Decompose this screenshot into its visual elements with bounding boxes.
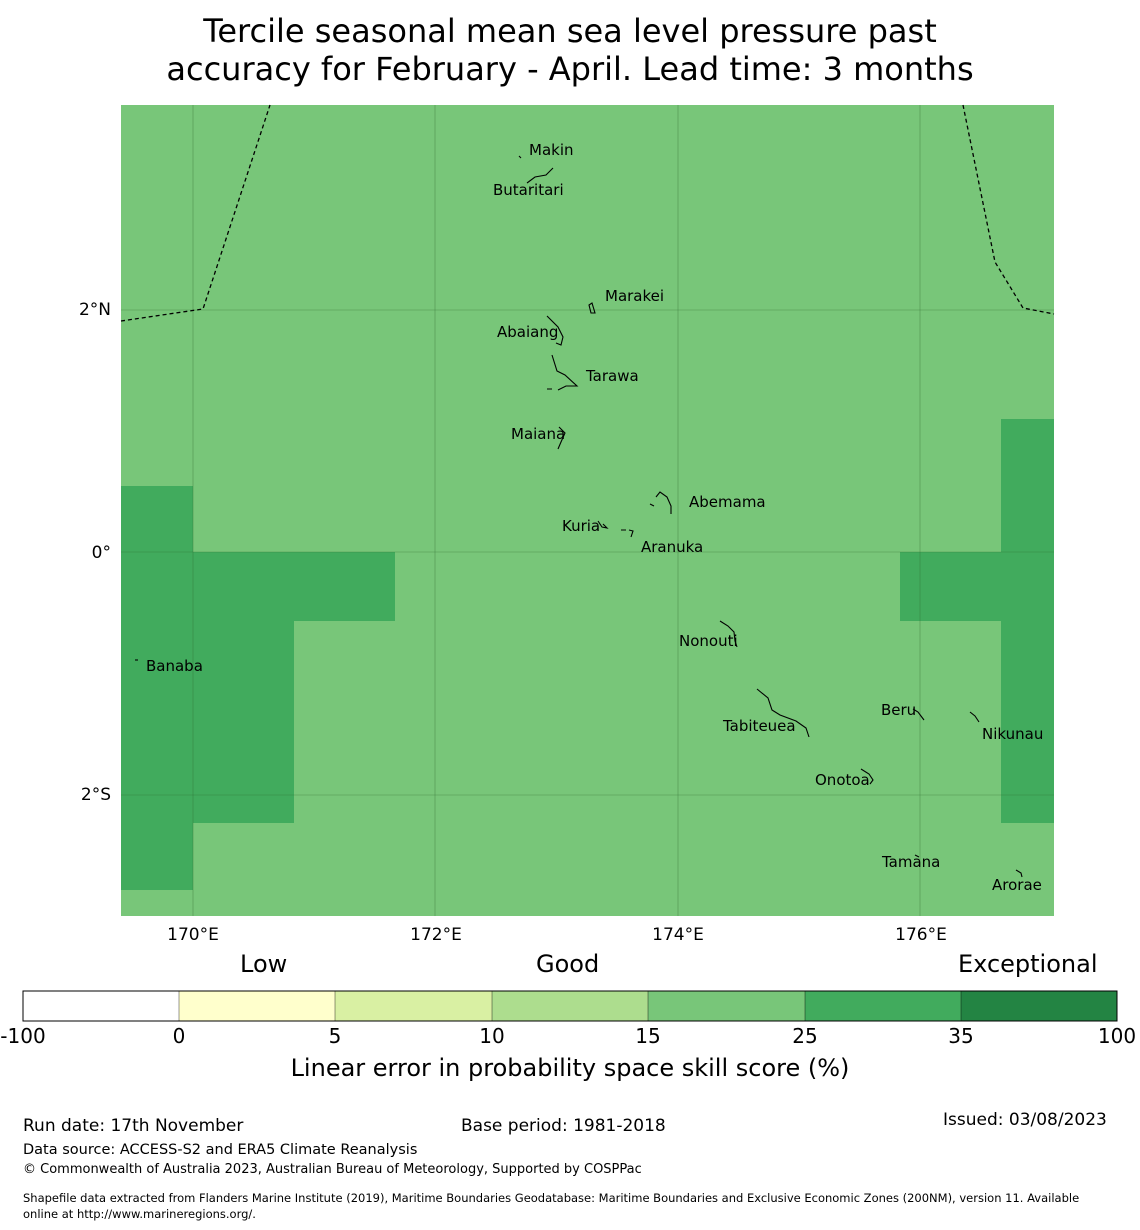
x-tick-label: 174°E bbox=[652, 925, 704, 945]
eez-boundary-west bbox=[120, 104, 271, 322]
island-label: Tamana bbox=[881, 853, 940, 871]
title-line-2: accuracy for February - April. Lead time… bbox=[166, 50, 974, 88]
colorbar-segment-5 bbox=[648, 991, 805, 1021]
y-tick-label: 2°S bbox=[81, 785, 111, 805]
high-skill-east-band bbox=[900, 552, 1001, 621]
island-label: Banaba bbox=[146, 657, 203, 675]
y-tick-label: 0° bbox=[92, 543, 111, 563]
chart-title: Tercile seasonal mean sea level pressure… bbox=[0, 12, 1140, 88]
tarawa-outline bbox=[547, 354, 579, 391]
colorbar-segment-2 bbox=[179, 991, 335, 1021]
issued-date: Issued: 03/08/2023 bbox=[943, 1110, 1107, 1130]
colorbar-segment-4 bbox=[492, 991, 648, 1021]
colorbar-segment-1 bbox=[23, 991, 179, 1021]
island-label: Arorae bbox=[992, 876, 1042, 894]
aranuka-outline bbox=[621, 529, 634, 538]
island-outlines bbox=[135, 155, 1023, 878]
beru-outline bbox=[912, 708, 925, 721]
high-skill-west-block bbox=[193, 552, 294, 823]
data-source: Data source: ACCESS-S2 and ERA5 Climate … bbox=[23, 1142, 418, 1158]
island-label: Nonouti bbox=[679, 632, 738, 650]
high-skill-west-band bbox=[294, 552, 395, 621]
colorbar-tick: 25 bbox=[792, 1024, 818, 1048]
colorbar-frame bbox=[22, 990, 1118, 1022]
island-label: Aranuka bbox=[641, 538, 703, 556]
nikunau-outline bbox=[969, 711, 980, 723]
abemama-outline bbox=[649, 491, 672, 514]
island-label: Marakei bbox=[605, 287, 664, 305]
colorbar-tick: 5 bbox=[328, 1024, 342, 1048]
colorbar-tick: 100 bbox=[1097, 1024, 1137, 1048]
copyright: © Commonwealth of Australia 2023, Austra… bbox=[23, 1162, 642, 1177]
shapefile-credit-line-2: online at http://www.marineregions.org/. bbox=[23, 1207, 256, 1221]
high-skill-regions bbox=[121, 419, 1054, 890]
x-tick-label: 176°E bbox=[895, 925, 947, 945]
colorbar-tick: 15 bbox=[635, 1024, 661, 1048]
eez-boundary-east bbox=[962, 104, 1055, 315]
island-label: Tarawa bbox=[585, 367, 639, 385]
high-skill-east-strip bbox=[1001, 419, 1054, 823]
island-label: Butaritari bbox=[493, 181, 564, 199]
run-date: Run date: 17th November bbox=[23, 1116, 244, 1136]
colorbar-tick: 0 bbox=[172, 1024, 186, 1048]
tamana-outline bbox=[914, 854, 920, 858]
arorae-outline bbox=[1015, 869, 1023, 878]
base-period: Base period: 1981-2018 bbox=[461, 1116, 666, 1136]
butaritari-outline bbox=[526, 167, 554, 184]
colorbar-segment-7 bbox=[961, 991, 1117, 1021]
island-label: Beru bbox=[881, 701, 916, 719]
colorbar-segment-3 bbox=[335, 991, 492, 1021]
gridlines bbox=[121, 105, 1054, 916]
title-line-1: Tercile seasonal mean sea level pressure… bbox=[203, 12, 937, 50]
tabiteuea-outline bbox=[756, 688, 810, 738]
maiana-outline bbox=[557, 426, 566, 450]
legend-word-exceptional: Exceptional bbox=[958, 950, 1098, 978]
y-tick-label: 2°N bbox=[79, 300, 111, 320]
marakei-outline bbox=[588, 302, 596, 314]
shapefile-credit-line-1: Shapefile data extracted from Flanders M… bbox=[23, 1191, 1080, 1205]
legend-word-good: Good bbox=[536, 950, 600, 978]
colorbar-tick: -100 bbox=[0, 1024, 46, 1048]
x-tick-label: 172°E bbox=[410, 925, 462, 945]
island-label: Abaiang bbox=[497, 323, 558, 341]
island-label: Kuria bbox=[562, 517, 600, 535]
high-skill-west-strip bbox=[121, 486, 193, 890]
colorbar-segment-6 bbox=[805, 991, 961, 1021]
x-tick-label: 170°E bbox=[167, 925, 219, 945]
colorbar-axis-label: Linear error in probability space skill … bbox=[290, 1054, 850, 1082]
colorbar bbox=[22, 990, 1118, 1022]
colorbar-tick: 35 bbox=[948, 1024, 974, 1048]
nonouti-outline bbox=[719, 620, 738, 648]
kuria-outline bbox=[597, 520, 609, 529]
island-label: Makin bbox=[529, 141, 574, 159]
colorbar-tick: 10 bbox=[479, 1024, 505, 1048]
makin-outline bbox=[518, 155, 522, 159]
island-label: Nikunau bbox=[982, 725, 1043, 743]
island-label: Maiana bbox=[511, 425, 565, 443]
legend-word-low: Low bbox=[240, 950, 288, 978]
abaiang-outline bbox=[546, 315, 564, 346]
island-label: Onotoa bbox=[815, 771, 870, 789]
maritime-boundaries bbox=[120, 104, 1055, 322]
onotoa-outline bbox=[860, 768, 874, 785]
island-label: Tabiteuea bbox=[722, 717, 796, 735]
island-label: Abemama bbox=[689, 493, 766, 511]
